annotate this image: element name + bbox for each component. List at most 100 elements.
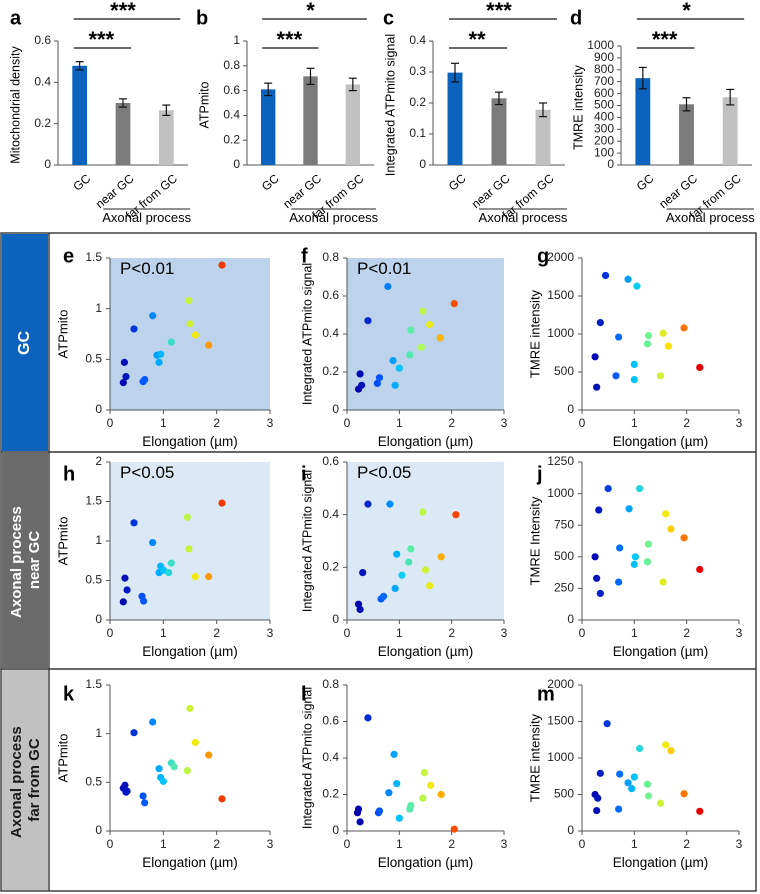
y-tick-label-d: 700 xyxy=(594,74,614,88)
axonal-process-label-b: Axonal process xyxy=(289,210,378,225)
scatter-point-k xyxy=(149,718,157,726)
scatter-point-k xyxy=(121,781,129,789)
row-header-near: Axonal process near GC xyxy=(2,453,48,668)
x-tick-label-f: 2 xyxy=(448,416,455,430)
y-tick-label-c: 0.1 xyxy=(409,126,426,140)
scatter-point-h xyxy=(165,569,173,577)
scatter-point-k xyxy=(218,795,226,803)
scatter-chart-g: 0 500 1000 1500 2000 0 1 2 3 Elongation (µm) TMRE … xyxy=(527,245,742,449)
p-value-annotation-i: P<0.05 xyxy=(357,463,411,482)
y-tick-label-b: 0.2 xyxy=(223,132,240,146)
bar-d-1 xyxy=(679,104,694,165)
x-tick-label-j: 0 xyxy=(579,626,586,640)
panel-label-k: k xyxy=(63,683,75,705)
panel-label-h: h xyxy=(63,463,75,485)
scatter-chart-j: 0 250 500 750 1000 1250 0 1 2 3 Elongation (µm) TMR… xyxy=(527,454,742,659)
scatter-point-f xyxy=(407,326,415,334)
y-tick-label-f: 0.6 xyxy=(322,288,339,302)
scatter-point-j xyxy=(616,544,624,552)
y-axis-label-f: Integrated ATPmito signal xyxy=(300,263,314,405)
scatter-point-f xyxy=(450,300,458,308)
x-tick-label-m: 0 xyxy=(579,837,586,851)
x-tick-label-k: 0 xyxy=(107,837,114,851)
scatter-point-i xyxy=(426,582,434,590)
y-tick-label-l: 0.2 xyxy=(322,787,339,801)
y-tick-label-d: 400 xyxy=(594,110,614,124)
x-tick-label-m: 2 xyxy=(683,837,690,851)
bar-b-1 xyxy=(303,76,318,165)
scatter-point-m xyxy=(656,799,665,807)
scatter-point-m xyxy=(624,779,632,787)
y-tick-label-h: 0.5 xyxy=(85,573,102,587)
y-tick-label-d: 200 xyxy=(594,133,614,147)
x-tick-label-g: 0 xyxy=(579,416,586,430)
y-tick-label-f: 0.4 xyxy=(322,326,339,340)
scatter-chart-f: 0 0.2 0.4 0.6 0.8 0 1 2 3 Elongation (µm) Integrat… xyxy=(300,245,507,449)
y-axis-label-g: TMRE intensity xyxy=(527,289,542,378)
y-tick-label-k: 1.5 xyxy=(85,677,102,691)
scatter-point-g xyxy=(643,340,652,348)
row-header-far: Axonal process far from GC xyxy=(2,670,48,890)
scatter-point-e xyxy=(149,312,157,320)
y-tick-label-c: 0 xyxy=(419,157,426,171)
y-tick-label-m: 500 xyxy=(554,787,574,801)
y-tick-label-f: 0.8 xyxy=(322,250,339,264)
scatter-point-j xyxy=(696,565,704,574)
y-tick-label-a: 0.4 xyxy=(34,75,51,89)
y-tick-label-i: 0.6 xyxy=(322,454,339,468)
scatter-point-e xyxy=(120,358,128,366)
scatter-point-f xyxy=(406,351,414,359)
scatter-point-l xyxy=(427,781,435,789)
x-axis-label-f: Elongation (µm) xyxy=(378,434,474,449)
row-label-near-line1: Axonal process xyxy=(8,506,25,618)
y-tick-label-a: 0 xyxy=(44,157,51,171)
x-tick-label-g: 3 xyxy=(736,416,743,430)
x-tick-label-k: 3 xyxy=(267,837,274,851)
y-axis-label-b: ATPmito xyxy=(197,81,211,128)
scatter-point-g xyxy=(630,376,638,384)
scatter-point-j xyxy=(631,553,639,561)
plot-background-i xyxy=(347,462,504,620)
scatter-point-m xyxy=(680,790,688,798)
scatter-point-i xyxy=(364,500,372,508)
panel-label-i: i xyxy=(301,463,307,485)
scatter-point-g xyxy=(601,271,610,280)
bar-c-0 xyxy=(447,72,463,165)
y-tick-label-e: 0 xyxy=(95,402,102,416)
scatter-point-l xyxy=(393,779,401,788)
scatter-point-f xyxy=(356,370,364,378)
y-tick-label-d: 500 xyxy=(594,98,614,112)
y-tick-label-d: 900 xyxy=(594,50,614,64)
y-tick-label-j: 750 xyxy=(554,517,574,531)
bar-d-2 xyxy=(722,97,738,165)
scatter-point-j xyxy=(595,506,603,514)
scatter-point-h xyxy=(130,519,138,527)
scatter-point-f xyxy=(389,357,397,365)
x-axis-label-e: Elongation (µm) xyxy=(142,434,238,449)
scatter-chart-e: 0 0.5 1 1.5 0 1 2 3 Elongation (µm) ATPmito e P<0.0… xyxy=(55,245,273,449)
y-tick-label-e: 0.5 xyxy=(85,352,102,366)
row-label-far: Axonal process far from GC xyxy=(8,722,43,838)
scatter-point-j xyxy=(644,540,653,548)
scatter-point-g xyxy=(664,342,672,350)
panel-label-l: l xyxy=(301,683,307,705)
y-tick-label-d: 800 xyxy=(594,62,614,76)
scatter-point-j xyxy=(596,589,604,598)
scatter-point-j xyxy=(635,484,644,493)
x-tick-label-i: 2 xyxy=(448,626,455,640)
y-tick-label-b: 0.6 xyxy=(223,83,240,97)
significance-label-a-1: *** xyxy=(88,27,114,52)
x-tick-label-j: 3 xyxy=(736,626,743,640)
panel-label-b: b xyxy=(196,7,208,29)
scatter-point-g xyxy=(656,372,665,380)
x-tick-label-l: 2 xyxy=(448,837,455,851)
x-tick-label-k: 1 xyxy=(160,837,167,851)
scatter-point-g xyxy=(596,319,604,327)
scatter-point-m xyxy=(603,720,611,728)
scatter-point-e xyxy=(218,261,226,269)
scatter-point-i xyxy=(398,571,406,579)
scatter-point-f xyxy=(358,381,366,389)
y-tick-label-a: 0.2 xyxy=(34,116,51,130)
y-tick-label-c: 0.3 xyxy=(409,64,426,78)
